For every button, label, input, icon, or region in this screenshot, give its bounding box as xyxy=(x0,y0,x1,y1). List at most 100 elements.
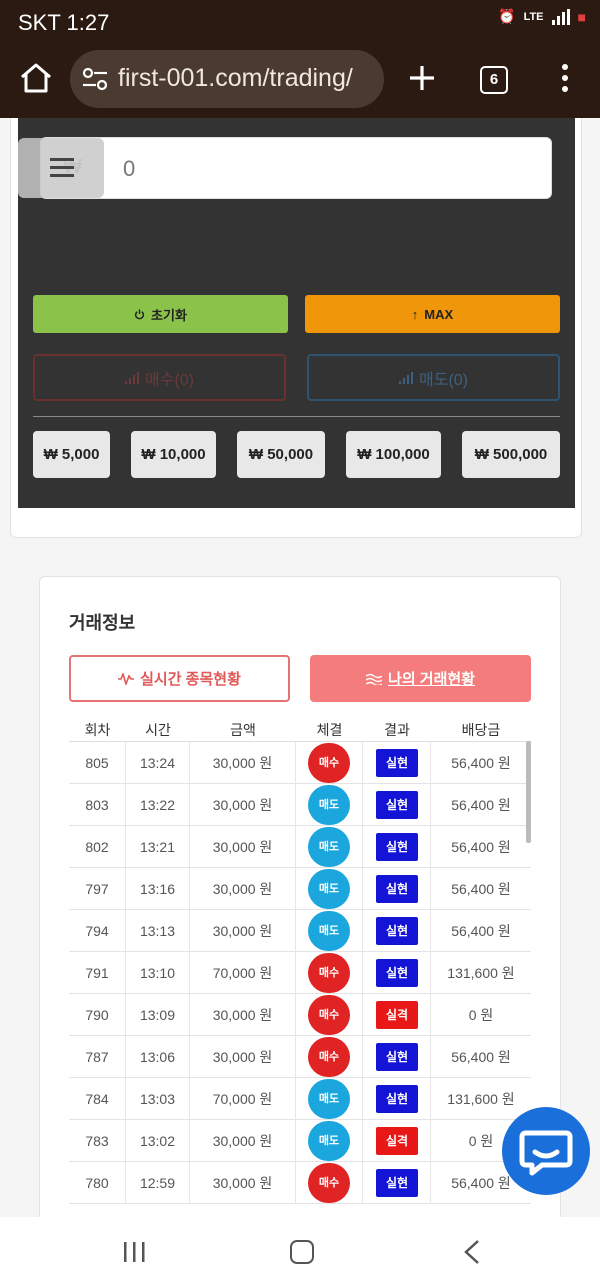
cell-direction xyxy=(296,952,363,994)
home-icon[interactable] xyxy=(18,60,54,96)
cell-result xyxy=(363,826,431,868)
cell-direction xyxy=(296,910,363,952)
cell-direction xyxy=(296,1162,363,1204)
table-row: 780 12:59 30,000 원 56,400 원 매수 실현 xyxy=(69,1162,531,1204)
max-label: MAX xyxy=(424,306,454,322)
column-header-payout: 배당금 xyxy=(461,722,501,738)
direction-badge: 매수 xyxy=(308,1037,350,1077)
reset-button[interactable]: 초기화 xyxy=(33,295,288,333)
cell-round: 791 xyxy=(69,952,126,994)
direction-badge: 매수 xyxy=(308,953,350,993)
cell-direction xyxy=(296,1120,363,1162)
cell-amount: 30,000 원 xyxy=(190,1036,296,1078)
cell-payout: 56,400 원 xyxy=(451,1049,511,1065)
amount-input[interactable]: ₩ 0 xyxy=(40,137,552,199)
table-scrollbar[interactable] xyxy=(526,741,531,843)
result-badge: 실격 xyxy=(376,1127,418,1155)
table-row: 791 13:10 70,000 원 131,600 원 매수 실현 xyxy=(69,952,531,994)
signal-bars-icon xyxy=(125,371,139,384)
cell-time: 13:16 xyxy=(126,868,190,910)
cell-round: 802 xyxy=(69,826,126,868)
cell-direction xyxy=(296,742,363,784)
new-tab-icon[interactable] xyxy=(404,60,440,96)
table-row: 803 13:22 30,000 원 56,400 원 매도 실현 xyxy=(69,784,531,826)
cell-amount: 30,000 원 xyxy=(190,868,296,910)
cell-direction xyxy=(296,826,363,868)
cell-amount: 30,000 원 xyxy=(190,826,296,868)
cell-payout: 56,400 원 xyxy=(451,923,511,939)
more-vert-icon[interactable] xyxy=(556,64,574,98)
column-header-result: 결과 xyxy=(384,722,410,738)
url-text[interactable]: first-001.com/trading/ xyxy=(118,64,353,92)
chip-100000[interactable]: ₩ 100,000 xyxy=(346,431,441,478)
cell-payout: 56,400 원 xyxy=(451,1175,511,1191)
tab-switcher-button[interactable]: 6 xyxy=(480,66,508,94)
cell-direction xyxy=(296,1078,363,1120)
table-row: 787 13:06 30,000 원 56,400 원 매수 실현 xyxy=(69,1036,531,1078)
network-label: LTE xyxy=(523,10,544,23)
cell-round: 790 xyxy=(69,994,126,1036)
direction-badge: 매수 xyxy=(308,995,350,1035)
direction-badge: 매도 xyxy=(308,1079,350,1119)
cell-result xyxy=(363,910,431,952)
sell-button[interactable]: 매도(0) xyxy=(307,354,560,401)
table-row: 797 13:16 30,000 원 56,400 원 매도 실현 xyxy=(69,868,531,910)
cell-payout: 56,400 원 xyxy=(451,797,511,813)
amount-value[interactable]: 0 xyxy=(123,156,136,181)
chat-icon xyxy=(519,1130,573,1176)
column-header-round: 회차 xyxy=(84,722,111,738)
arrow-up-icon: ↑ xyxy=(411,306,419,322)
browser-toolbar: first-001.com/trading/ 6 xyxy=(0,42,600,118)
cell-time: 13:02 xyxy=(126,1120,190,1162)
result-badge: 실격 xyxy=(376,1001,418,1029)
hamburger-menu-icon[interactable] xyxy=(18,138,104,198)
result-badge: 실현 xyxy=(376,1043,418,1071)
table-row: 790 13:09 30,000 원 0 원 매수 실격 xyxy=(69,994,531,1036)
table-row: 802 13:21 30,000 원 56,400 원 매도 실현 xyxy=(69,826,531,868)
signal-icon xyxy=(551,8,570,25)
cell-time: 13:24 xyxy=(126,742,190,784)
back-icon[interactable] xyxy=(462,1239,482,1265)
cell-direction xyxy=(296,868,363,910)
table-row: 805 13:24 30,000 원 56,400 원 매수 실현 xyxy=(69,742,531,784)
cell-amount: 30,000 원 xyxy=(190,1162,296,1204)
system-nav-bar xyxy=(0,1217,600,1287)
reset-label: 초기화 xyxy=(151,307,187,323)
cell-payout: 56,400 원 xyxy=(451,881,511,897)
cell-direction xyxy=(296,1036,363,1078)
cell-amount: 30,000 원 xyxy=(190,910,296,952)
cell-result xyxy=(363,1120,431,1162)
chat-button[interactable] xyxy=(502,1107,590,1195)
result-badge: 실현 xyxy=(376,959,418,987)
cell-payout: 0 원 xyxy=(468,1133,494,1149)
cell-payout: 0 원 xyxy=(468,1007,494,1023)
max-button[interactable]: ↑ MAX xyxy=(305,295,560,333)
direction-badge: 매수 xyxy=(308,743,350,783)
tab-my-trades[interactable]: 나의 거래현황 xyxy=(310,655,531,702)
result-badge: 실현 xyxy=(376,917,418,945)
cell-result xyxy=(363,784,431,826)
chip-5000[interactable]: ₩ 5,000 xyxy=(33,431,110,478)
cell-time: 12:59 xyxy=(126,1162,190,1204)
chip-500000[interactable]: ₩ 500,000 xyxy=(462,431,560,478)
recent-apps-icon[interactable] xyxy=(122,1241,146,1263)
battery-icon: ■ xyxy=(577,8,586,25)
power-icon xyxy=(134,308,145,319)
buy-button[interactable]: 매수(0) xyxy=(33,354,286,401)
trade-table[interactable]: 805 13:24 30,000 원 56,400 원 매수 실현 803 13:22 30,0… xyxy=(69,741,531,1217)
chip-50000[interactable]: ₩ 50,000 xyxy=(237,431,325,478)
direction-badge: 매도 xyxy=(308,911,350,951)
cell-result xyxy=(363,994,431,1036)
cell-time: 13:13 xyxy=(126,910,190,952)
chip-10000[interactable]: ₩ 10,000 xyxy=(131,431,216,478)
cell-direction xyxy=(296,994,363,1036)
column-header-direction: 체결 xyxy=(316,722,343,738)
home-nav-icon[interactable] xyxy=(290,1240,314,1264)
result-badge: 실현 xyxy=(376,1169,418,1197)
site-settings-icon[interactable] xyxy=(82,67,108,91)
cell-amount: 30,000 원 xyxy=(190,742,296,784)
address-bar[interactable]: first-001.com/trading/ xyxy=(70,50,384,108)
cell-direction xyxy=(296,784,363,826)
result-badge: 실현 xyxy=(376,749,418,777)
tab-live-status[interactable]: 실시간 종목현황 xyxy=(69,655,290,702)
